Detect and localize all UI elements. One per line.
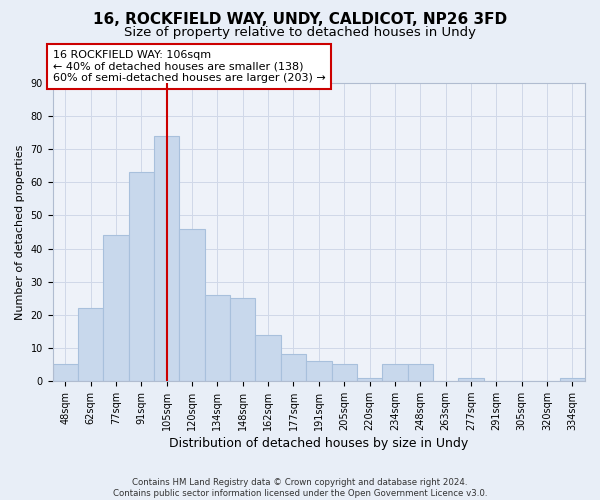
Bar <box>306 361 332 381</box>
Bar <box>407 364 433 381</box>
Text: Size of property relative to detached houses in Undy: Size of property relative to detached ho… <box>124 26 476 39</box>
Bar <box>560 378 585 381</box>
Bar <box>332 364 357 381</box>
Bar <box>103 236 129 381</box>
Bar <box>256 334 281 381</box>
Bar <box>357 378 382 381</box>
Bar <box>78 308 103 381</box>
Text: Contains HM Land Registry data © Crown copyright and database right 2024.
Contai: Contains HM Land Registry data © Crown c… <box>113 478 487 498</box>
Bar <box>281 354 306 381</box>
X-axis label: Distribution of detached houses by size in Undy: Distribution of detached houses by size … <box>169 437 469 450</box>
Bar <box>179 228 205 381</box>
Y-axis label: Number of detached properties: Number of detached properties <box>15 144 25 320</box>
Text: 16, ROCKFIELD WAY, UNDY, CALDICOT, NP26 3FD: 16, ROCKFIELD WAY, UNDY, CALDICOT, NP26 … <box>93 12 507 28</box>
Bar <box>458 378 484 381</box>
Bar <box>53 364 78 381</box>
Bar <box>154 136 179 381</box>
Text: 16 ROCKFIELD WAY: 106sqm
← 40% of detached houses are smaller (138)
60% of semi-: 16 ROCKFIELD WAY: 106sqm ← 40% of detach… <box>53 50 325 83</box>
Bar <box>382 364 407 381</box>
Bar <box>129 172 154 381</box>
Bar <box>230 298 256 381</box>
Bar <box>205 295 230 381</box>
